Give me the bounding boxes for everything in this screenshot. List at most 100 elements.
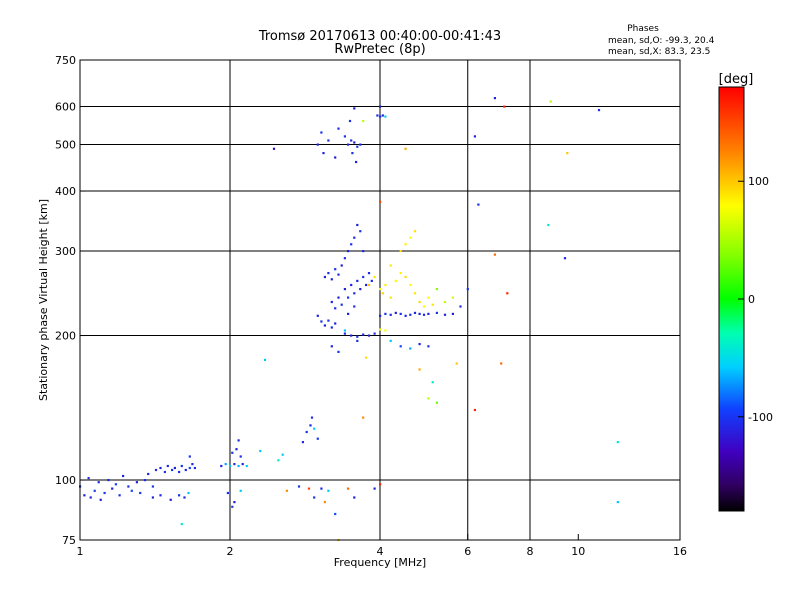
echo-point [384, 329, 387, 332]
echo-point [180, 523, 183, 526]
echo-point [323, 501, 326, 504]
echo-point [459, 305, 462, 308]
echo-point [188, 455, 191, 458]
x-tick-label: 10 [571, 545, 585, 558]
echo-point [343, 329, 346, 332]
echo-point [389, 339, 392, 342]
echo-point [231, 451, 234, 454]
echo-point [359, 288, 362, 291]
echo-point [418, 368, 421, 371]
echo-point [327, 489, 330, 492]
echo-point [305, 430, 308, 434]
echo-point [337, 296, 340, 299]
echo-point [231, 505, 234, 508]
echo-point [409, 347, 412, 350]
echo-point [427, 296, 430, 299]
chart-subtitle: RwPretec (8p) [334, 42, 425, 57]
echo-point [178, 494, 181, 497]
echo-point [367, 272, 371, 275]
echo-point [241, 463, 244, 466]
echo-point [151, 496, 154, 499]
echo-point [422, 305, 426, 308]
echo-point [379, 115, 382, 118]
echo-point [379, 328, 382, 331]
echo-point [359, 143, 362, 146]
echo-point [233, 463, 236, 466]
echo-point [427, 345, 430, 348]
echo-point [384, 283, 387, 287]
echo-point [229, 464, 232, 468]
echo-point [466, 288, 469, 291]
echo-point [169, 498, 172, 501]
echo-point [418, 300, 421, 304]
echo-point [443, 313, 447, 316]
echo-point [384, 115, 387, 118]
echo-point [323, 275, 326, 279]
echo-point [359, 230, 362, 233]
echo-point [310, 416, 314, 419]
echo-point [451, 296, 454, 299]
echo-point [313, 496, 316, 499]
echo-point [337, 127, 340, 130]
echo-point [334, 156, 337, 159]
echo-point [343, 332, 346, 335]
echo-point [616, 501, 619, 504]
echo-point [399, 250, 402, 253]
echo-point [327, 139, 330, 142]
x-tick-label: 2 [227, 545, 234, 558]
echo-point [347, 487, 350, 490]
y-axis-label: Stationary phase Virtual Height [km] [37, 199, 50, 401]
echo-point [191, 463, 194, 466]
echo-point [404, 275, 407, 279]
echo-point [127, 485, 130, 488]
echo-point [327, 272, 330, 275]
echo-point [409, 236, 412, 239]
echo-point [547, 223, 550, 227]
echo-point [413, 230, 417, 233]
echo-point [245, 464, 248, 468]
echo-point [394, 279, 397, 282]
echo-point [427, 312, 430, 315]
stats-o-mode: mean, sd,O: -99.3, 20.4 [608, 36, 715, 46]
echo-point [404, 314, 407, 317]
echo-point [347, 312, 350, 315]
echo-point [272, 147, 276, 150]
x-tick-label: 1 [77, 545, 84, 558]
echo-point [340, 303, 343, 306]
echo-point [187, 491, 190, 495]
echo-point [404, 243, 407, 246]
echo-point [362, 250, 365, 253]
echo-point [330, 300, 333, 304]
echo-point [356, 279, 359, 282]
echo-point [239, 455, 242, 458]
echo-point [597, 109, 601, 112]
echo-point [226, 491, 229, 495]
echo-point [334, 307, 337, 310]
echo-point [183, 496, 186, 499]
echo-point [285, 489, 288, 492]
y-tick-label: 750 [55, 54, 76, 67]
echo-point [334, 322, 337, 325]
echo-point [473, 408, 476, 412]
echo-point [320, 131, 323, 134]
x-tick-label: 8 [527, 545, 534, 558]
echo-point [233, 501, 236, 504]
colorbar-tick-label: -100 [748, 411, 773, 424]
echo-point [159, 494, 162, 497]
echo-point [381, 292, 384, 295]
echo-point [89, 496, 92, 499]
echo-point [422, 313, 426, 316]
echo-point [394, 311, 397, 314]
echo-point [353, 236, 356, 239]
echo-point [379, 314, 382, 317]
echo-point [435, 288, 438, 291]
echo-point [389, 313, 392, 316]
echo-point [350, 243, 353, 246]
echo-point [334, 512, 337, 516]
echo-point [323, 324, 326, 327]
echo-point [477, 203, 480, 206]
echo-point [413, 311, 417, 314]
echo-point [107, 479, 110, 482]
echo-point [337, 350, 340, 353]
echo-point [330, 278, 333, 281]
